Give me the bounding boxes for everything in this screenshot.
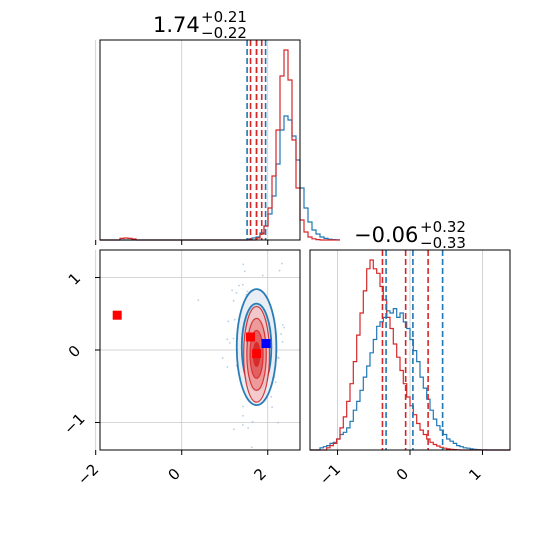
title-param-1-plus: +0.21 [201, 8, 247, 26]
scatter-point [270, 396, 273, 398]
title-param-2-minus: −0.33 [420, 234, 466, 252]
scatter-point [281, 324, 284, 326]
scatter-point [274, 381, 277, 384]
marker-square-2 [252, 349, 262, 359]
scatter-point [281, 262, 283, 265]
scatter-point [228, 342, 231, 344]
tick-label-hist2-0: −1 [316, 460, 344, 488]
panel-hist-1 [99, 39, 301, 241]
scatter-point [280, 333, 282, 335]
marker-square-1 [246, 332, 255, 342]
scatter-point [238, 284, 240, 287]
title-param-2-plus: +0.32 [420, 218, 466, 236]
tick-label-2d-x-0: −2 [74, 460, 102, 488]
scatter-point [250, 446, 253, 449]
title-param-1-value: 1.74 [153, 13, 200, 37]
scatter-point [242, 263, 245, 266]
title-param-1-minus: −0.22 [201, 24, 247, 42]
hist2-series-a [310, 308, 510, 451]
scatter-point [243, 270, 246, 273]
scatter-point [283, 326, 286, 329]
scatter-point [246, 290, 249, 293]
scatter-point [241, 424, 244, 426]
scatter-point [226, 366, 229, 368]
scatter-point [233, 318, 236, 321]
frame-hist-1 [99, 39, 301, 241]
tick-label-hist2-1: 0 [393, 465, 412, 484]
scatter-point [281, 341, 284, 343]
scatter-point [277, 357, 280, 359]
scatter-point [241, 283, 244, 286]
marker-square-3 [261, 339, 271, 348]
tick-label-2d-x-2: 2 [250, 465, 269, 484]
title-param-2-value: −0.06 [354, 223, 418, 247]
scatter-point [277, 421, 280, 424]
marker-square-0 [112, 310, 122, 320]
scatter-point [242, 405, 244, 408]
scatter-point [271, 406, 273, 408]
scatter-point [235, 291, 238, 294]
tick-label-2d-x-1: 0 [164, 465, 183, 484]
scatter-point [261, 274, 264, 277]
scatter-point [242, 414, 244, 417]
scatter-point [226, 338, 229, 341]
scatter-point [227, 320, 230, 323]
scatter-point [247, 427, 250, 429]
scatter-point [232, 337, 235, 340]
scatter-point [231, 289, 234, 292]
scatter-point [221, 357, 224, 359]
scatter-point [251, 420, 254, 423]
scatter-point [232, 299, 235, 302]
tick-label-2d-y-2: 1 [65, 269, 84, 288]
tick-label-2d-y-0: −1 [60, 410, 88, 438]
scatter-point [233, 428, 235, 431]
scatter-point [278, 269, 281, 272]
tick-label-2d-y-1: 0 [65, 342, 84, 361]
scatter-point [197, 299, 200, 301]
tick-label-hist2-2: 1 [465, 465, 484, 484]
